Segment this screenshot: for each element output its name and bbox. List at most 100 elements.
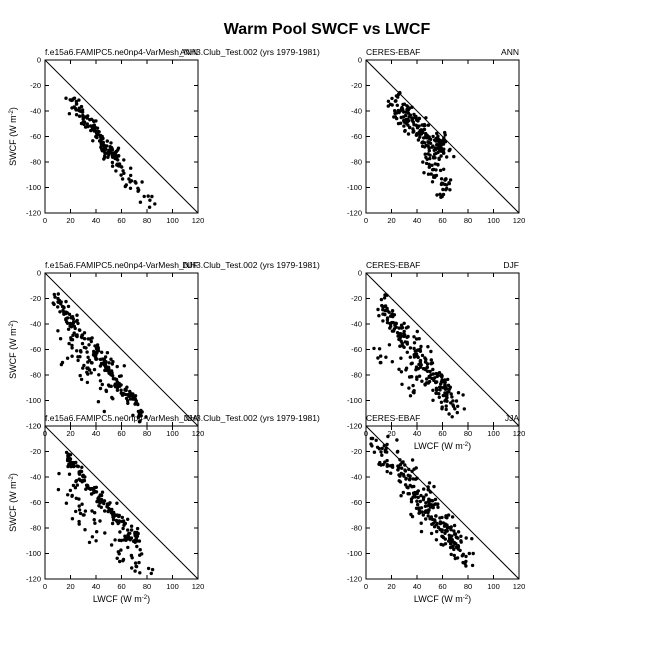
data-point [103, 531, 107, 535]
data-point [424, 357, 428, 362]
data-point [453, 532, 458, 536]
data-point [115, 501, 119, 505]
data-point [431, 506, 435, 510]
data-point [116, 146, 121, 150]
data-point [130, 566, 134, 570]
data-point [415, 377, 419, 381]
data-point [117, 552, 121, 556]
data-point [103, 509, 107, 513]
data-point [67, 112, 72, 116]
data-point [450, 395, 454, 399]
data-point [70, 343, 74, 348]
data-point [435, 380, 439, 384]
data-point [461, 560, 465, 565]
data-point [68, 459, 72, 464]
data-point [372, 346, 376, 351]
data-point [74, 479, 78, 484]
data-point [412, 346, 416, 351]
panel-right-label: JJA [505, 413, 520, 423]
data-point [374, 438, 378, 442]
data-point [138, 548, 142, 552]
data-point [427, 481, 432, 485]
y-tick-label: 0 [358, 422, 362, 431]
data-point [382, 296, 387, 300]
y-tick-label: -100 [26, 549, 41, 558]
y-tick-label: -20 [351, 447, 362, 456]
y-tick-label: -120 [347, 209, 362, 218]
data-point [115, 364, 119, 369]
data-point [97, 130, 101, 134]
data-point [146, 566, 151, 571]
data-point [421, 160, 425, 164]
data-point [464, 554, 468, 559]
y-tick-label: -120 [26, 422, 41, 431]
data-point [405, 107, 409, 112]
data-point [411, 130, 415, 134]
data-point [92, 367, 97, 372]
scatter-points [386, 90, 456, 199]
data-point [427, 165, 431, 169]
y-tick-label: -60 [30, 498, 41, 507]
data-point [119, 391, 124, 395]
data-point [443, 133, 447, 137]
data-point [437, 146, 441, 150]
data-point [381, 462, 385, 467]
data-point [73, 326, 77, 331]
data-point [75, 483, 80, 487]
data-point [120, 515, 125, 520]
reference-line [365, 59, 520, 214]
data-point [399, 370, 404, 374]
data-point [90, 486, 94, 491]
y-tick-label: 0 [37, 269, 41, 278]
data-point [100, 382, 105, 387]
x-tick-label: 20 [387, 216, 395, 225]
data-point [410, 105, 414, 109]
data-point [406, 334, 410, 339]
data-point [77, 108, 81, 113]
data-point [403, 129, 407, 133]
x-tick-label: 0 [43, 216, 47, 225]
data-point [429, 531, 434, 536]
data-point [444, 183, 449, 187]
y-tick-label: -40 [30, 320, 41, 329]
data-point [126, 517, 130, 521]
data-point [89, 361, 94, 365]
data-point [454, 399, 459, 403]
y-tick-label: -20 [30, 447, 41, 456]
data-point [399, 494, 403, 498]
data-point [124, 183, 128, 187]
data-point [428, 490, 433, 494]
y-tick-label: 0 [358, 269, 362, 278]
data-point [94, 485, 99, 489]
data-point [449, 525, 453, 529]
data-point [449, 392, 453, 396]
panel-right-label: JJA [184, 413, 199, 423]
data-point [53, 295, 57, 299]
data-point [444, 188, 448, 192]
data-point [381, 305, 385, 309]
data-point [129, 173, 133, 178]
data-point [78, 511, 83, 516]
data-point [424, 155, 428, 160]
data-point [426, 172, 431, 176]
data-point [68, 488, 73, 493]
data-point [414, 133, 419, 137]
data-point [403, 113, 408, 118]
data-point [416, 138, 421, 142]
data-point [448, 535, 452, 539]
data-point [446, 383, 451, 387]
data-point [441, 393, 445, 398]
x-tick-label: 120 [513, 216, 526, 225]
data-point [104, 365, 108, 370]
data-point [393, 111, 397, 116]
data-point [133, 530, 137, 535]
data-point [150, 194, 154, 199]
data-point [137, 188, 141, 192]
y-tick-label: -60 [351, 498, 362, 507]
data-point [129, 536, 134, 540]
data-point [79, 469, 84, 474]
data-point [377, 314, 381, 318]
data-point [450, 538, 454, 542]
data-point [438, 168, 443, 173]
